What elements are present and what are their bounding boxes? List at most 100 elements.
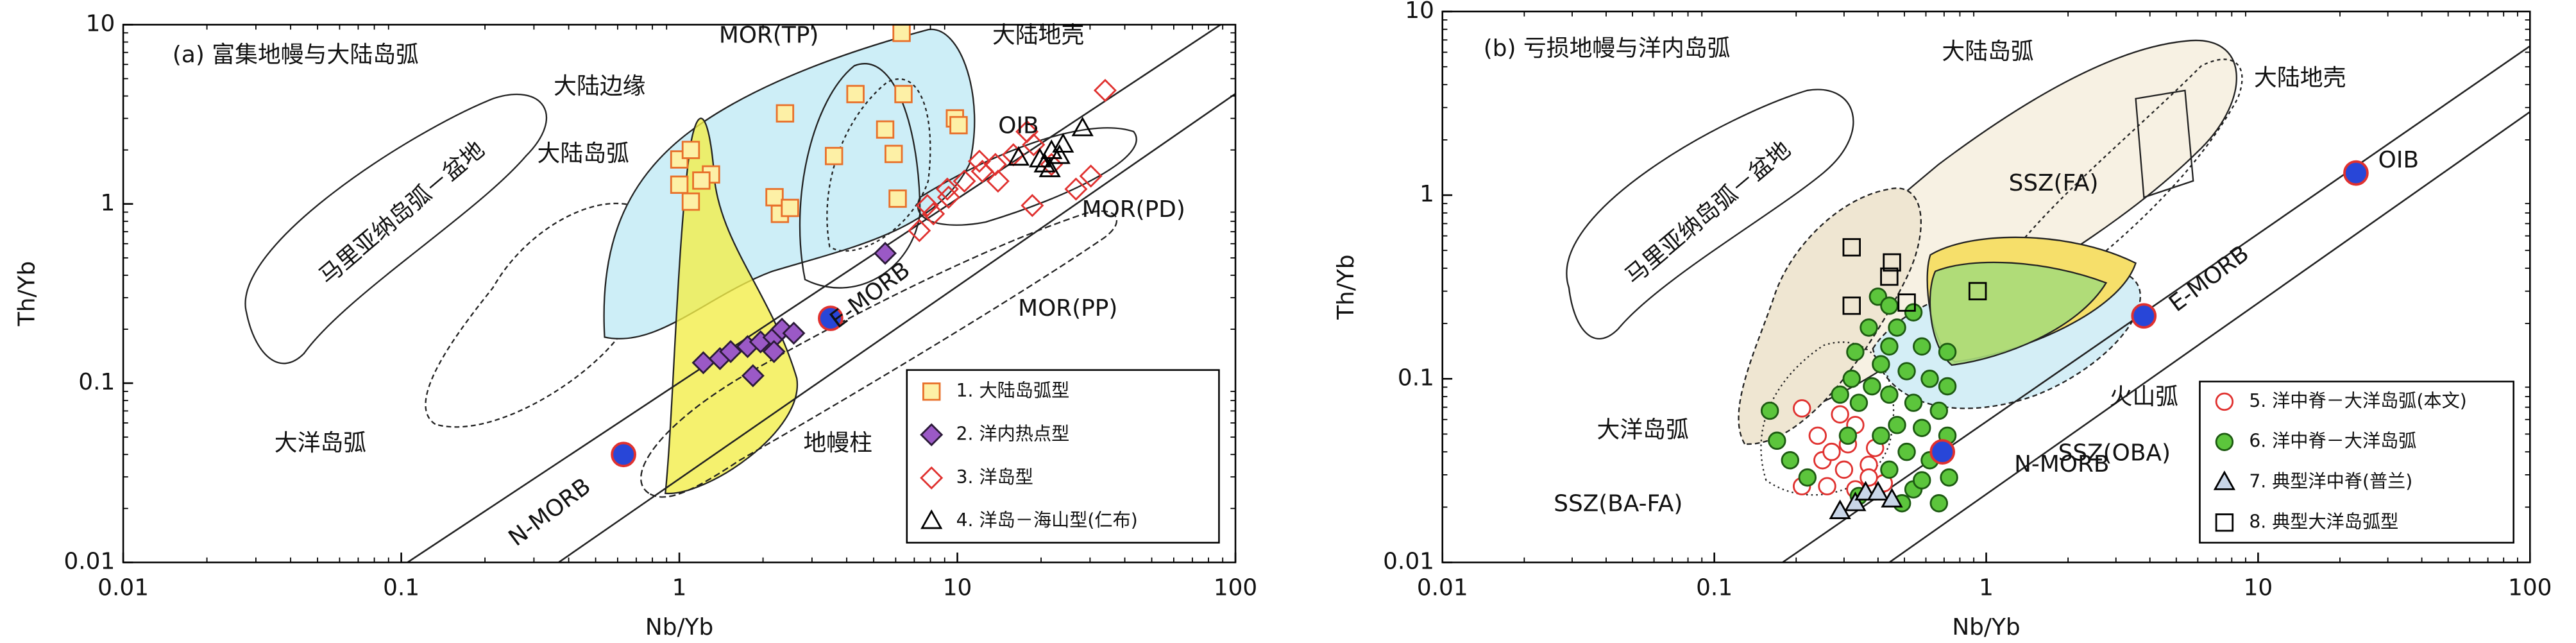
data-point — [1007, 146, 1030, 166]
data-point — [1888, 416, 1906, 434]
data-point — [775, 104, 795, 123]
data-point — [1793, 399, 1811, 418]
plot-frame — [1441, 10, 2531, 563]
data-point — [741, 364, 765, 388]
field-label: 大陆地壳 — [992, 22, 1084, 48]
data-point — [1860, 468, 1878, 487]
field-label: 大洋岛弧 — [275, 430, 366, 456]
reference-label: OIB — [2378, 147, 2419, 173]
reference-point — [611, 442, 636, 468]
data-point — [885, 144, 903, 164]
y-tick-label: 1 — [1419, 181, 1434, 207]
data-point — [1867, 481, 1889, 501]
legend-marker — [2215, 513, 2234, 532]
data-point — [1040, 139, 1063, 159]
reference-label: N-MORB — [2014, 451, 2109, 477]
x-tick-label: 0.01 — [1417, 574, 1468, 601]
field-label: 大陆地壳 — [2254, 65, 2346, 91]
data-point — [1940, 468, 1958, 487]
data-point — [1860, 318, 1878, 337]
data-point — [1938, 343, 1957, 361]
x-tick-label: 0.1 — [383, 574, 419, 601]
legend: 1. 大陆岛弧型 2. 洋内热点型 3. 洋岛型 4. 洋岛－海山型(仁布) — [906, 369, 1220, 544]
x-tick-label: 10 — [943, 574, 972, 601]
data-point — [762, 339, 786, 363]
legend-marker — [2213, 470, 2236, 490]
data-point — [1929, 401, 1949, 420]
data-point — [949, 116, 968, 135]
x-axis-label: Nb/Yb — [645, 614, 713, 640]
data-point — [967, 150, 991, 173]
data-point — [1897, 442, 1916, 461]
data-point — [681, 141, 700, 159]
data-point — [1888, 318, 1906, 337]
field-label: 大陆岛弧 — [538, 141, 629, 167]
field-label: 大陆岛弧 — [1942, 39, 2033, 65]
points — [1760, 238, 1987, 519]
field-label: 地幔柱 — [803, 430, 872, 456]
field-label: MOR(PP) — [1018, 295, 1117, 322]
data-point — [1808, 426, 1827, 445]
legend-box — [2199, 381, 2514, 544]
x-tick-label: 0.1 — [1696, 574, 1733, 601]
data-point — [1846, 343, 1865, 361]
legend-box — [906, 369, 1220, 544]
data-point — [1071, 116, 1094, 137]
data-point — [1829, 499, 1851, 519]
data-point — [765, 188, 784, 207]
data-point — [1883, 253, 1901, 272]
data-point — [1040, 153, 1063, 176]
data-point — [953, 169, 976, 193]
field-label: SSZ(BA-FA) — [1554, 491, 1682, 517]
data-point — [1863, 377, 1881, 396]
array-line — [558, 93, 1236, 563]
fields — [244, 24, 1236, 563]
data-point — [1897, 293, 1916, 312]
field-label: OIB — [998, 112, 1038, 139]
field-label: 大洋岛弧 — [1597, 416, 1689, 443]
data-point — [915, 194, 939, 218]
legend-label: 8. 典型大洋岛弧型 — [2249, 511, 2398, 532]
legend-label: 2. 洋内热点型 — [956, 423, 1070, 444]
data-point — [1831, 405, 1849, 424]
data-point — [1842, 296, 1861, 315]
data-point — [935, 177, 959, 201]
field-label: MOR(PD) — [1082, 196, 1185, 223]
legend-marker — [2215, 433, 2234, 451]
reference-point — [818, 305, 843, 331]
legend-marker — [2215, 392, 2234, 411]
y-tick-label: 1 — [100, 190, 115, 216]
data-point — [1064, 177, 1088, 201]
array-line — [407, 24, 1221, 563]
data-point — [681, 192, 700, 211]
data-point — [1929, 493, 1949, 513]
data-point — [1079, 164, 1103, 188]
data-point — [1048, 144, 1071, 164]
panel-title: (a) 富集地幔与大陆岛弧 — [173, 42, 419, 68]
data-point — [1093, 78, 1117, 102]
legend-label: 3. 洋岛型 — [956, 467, 1033, 488]
legend-marker — [920, 466, 944, 490]
field-region — [2135, 89, 2194, 199]
data-point — [922, 202, 945, 226]
data-point — [1920, 370, 1939, 388]
data-point — [1842, 238, 1861, 257]
data-point — [1880, 337, 1899, 356]
data-point — [1831, 385, 1849, 404]
array-line — [1888, 111, 2530, 563]
data-point — [670, 175, 689, 194]
reference-point — [2343, 160, 2369, 186]
data-point — [1872, 426, 1890, 445]
y-axis-label: Th/Yb — [1333, 254, 1359, 320]
x-tick-label: 100 — [1214, 574, 1257, 601]
x-tick-label: 1 — [1979, 574, 1994, 601]
legend: 5. 洋中脊－大洋岛弧(本文) 6. 洋中脊－大洋岛弧 7. 典型洋中脊(普兰) 8.… — [2199, 381, 2514, 544]
x-tick-label: 0.01 — [97, 574, 149, 601]
data-point — [719, 339, 743, 363]
data-point — [894, 85, 913, 103]
data-point — [1880, 385, 1899, 404]
data-point — [1897, 362, 1916, 381]
y-tick-label: 10 — [1405, 0, 1434, 24]
y-tick-label: 0.1 — [1398, 364, 1434, 391]
data-point — [1842, 370, 1861, 388]
